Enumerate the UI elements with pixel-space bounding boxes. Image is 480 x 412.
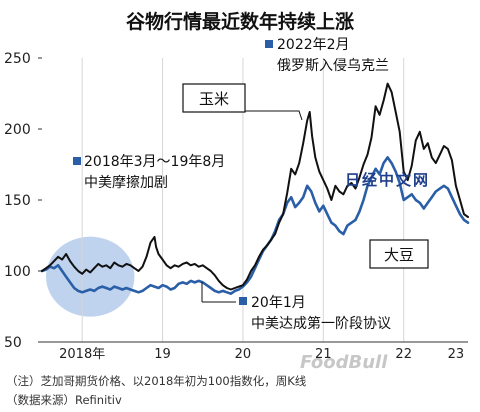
annotation-2020-date: 20年1月 [251,295,306,311]
x-tick-label: 21 [315,347,332,362]
annotation-trade-friction: 2018年3月～19年8月 中美摩擦加剧 [73,154,225,191]
soy-series-label: 大豆 [384,246,414,264]
series-group [40,82,470,295]
trade-friction-highlight [46,236,135,317]
corn-label-frame [182,83,246,113]
soybean-series-line [40,156,470,295]
x-tick-label: 20 [235,347,252,362]
chart-source: （数据来源）Refinitiv [6,393,122,407]
annotation-marker-2018 [73,157,81,165]
y-axis-ticks: 50 100 150 200 250 [4,51,42,351]
annotation-2020-text: 中美达成第一阶段协议 [251,315,391,332]
y-tick-label: 150 [4,193,31,209]
y-tick-label: 100 [4,264,31,280]
x-axis-ticks: 2018年 19 20 21 22 23 [59,347,464,362]
corn-series-label: 玉米 [199,90,229,108]
annotation-2018-text: 中美摩擦加剧 [84,174,168,191]
chart-title: 谷物行情最近数年持续上涨 [126,10,354,33]
y-tick-label: 50 [4,335,22,351]
annotation-2022-text: 俄罗斯入侵乌克兰 [277,57,389,74]
y-tick-label: 200 [4,122,31,138]
foodbull-watermark: FoodBull [300,352,388,373]
soy-label-frame [369,239,429,269]
annotation-ukraine: 2022年2月 俄罗斯入侵乌克兰 [265,37,389,74]
nikkei-watermark: 日经中文网 [345,171,430,189]
soy-label-box: 大豆 [369,239,429,269]
x-tick-label: 2018年 [59,347,105,362]
annotation-2018-date: 2018年3月～19年8月 [84,154,225,170]
corn-series-line [41,82,469,291]
x-tick-label: 23 [448,347,465,362]
annotation-2022-date: 2022年2月 [277,37,350,53]
annotation-marker-2020 [239,297,247,305]
annotation-phase-one: 20年1月 中美达成第一阶段协议 [201,282,391,332]
x-tick-label: 22 [395,347,412,362]
annotation-marker-2022 [265,40,273,48]
corn-label-box: 玉米 [182,83,303,121]
x-tick-label: 19 [154,347,171,362]
chart-note: （注）芝加哥期货价格、以2018年初为100指数化，周K线 [6,374,307,388]
y-tick-label: 250 [4,51,31,67]
